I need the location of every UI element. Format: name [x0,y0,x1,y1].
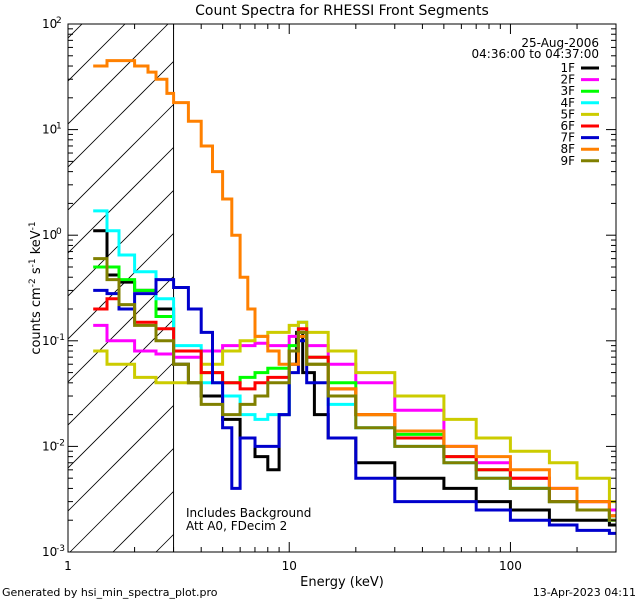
series-line-5F [93,320,616,504]
y-tick-label: 10 [42,228,57,242]
series-line-7F [93,278,616,535]
y-tick-label: 10 [42,439,57,453]
series-group [93,59,616,535]
background-note: Includes Background [186,506,311,520]
x-tick-label: 1 [64,559,72,573]
time-range-label: 04:36:00 to 04:37:00 [472,47,599,61]
legend-label-1F: 1F [560,61,575,75]
y-tick-exponent: 0 [56,227,62,237]
axis-ticks [67,23,617,553]
chart-title: Count Spectra for RHESSI Front Segments [195,3,489,19]
y-tick-exponent: 1 [56,122,62,132]
legend-label-8F: 8F [560,142,575,156]
y-tick-exponent: -2 [56,438,65,448]
hatch-line [68,24,126,82]
date-label: 25-Aug-2006 [521,36,599,50]
legend-label-3F: 3F [560,84,575,98]
hatch-line [68,24,169,125]
y-axis-label: counts cm-2 s-1 keV-1 [28,221,44,354]
legend-label-5F: 5F [560,107,575,121]
y-tick-label: 10 [42,123,57,137]
x-tick-label: 100 [499,559,522,573]
series-line-9F [93,257,616,522]
series-line-8F [93,59,616,518]
legend-label-9F: 9F [560,154,575,168]
legend-label-2F: 2F [560,73,575,87]
y-tick-label: 10 [42,334,57,348]
x-tick-label: 10 [282,559,297,573]
y-tick-exponent: 2 [56,16,62,26]
generated-by-label: Generated by hsi_min_spectra_plot.pro [2,586,218,599]
x-axis-label: Energy (keV) [300,575,384,590]
y-tick-exponent: -1 [56,333,65,343]
plot-frame [67,23,617,553]
y-tick-exponent: -3 [56,544,65,554]
legend-label-6F: 6F [560,119,575,133]
attenuator-note: Att A0, FDecim 2 [186,519,287,533]
legend-label-7F: 7F [560,131,575,145]
legend-label-4F: 4F [560,96,575,110]
y-tick-label: 10 [42,17,57,31]
y-tick-label: 10 [42,545,57,559]
timestamp-label: 13-Apr-2023 04:11 [533,586,636,599]
